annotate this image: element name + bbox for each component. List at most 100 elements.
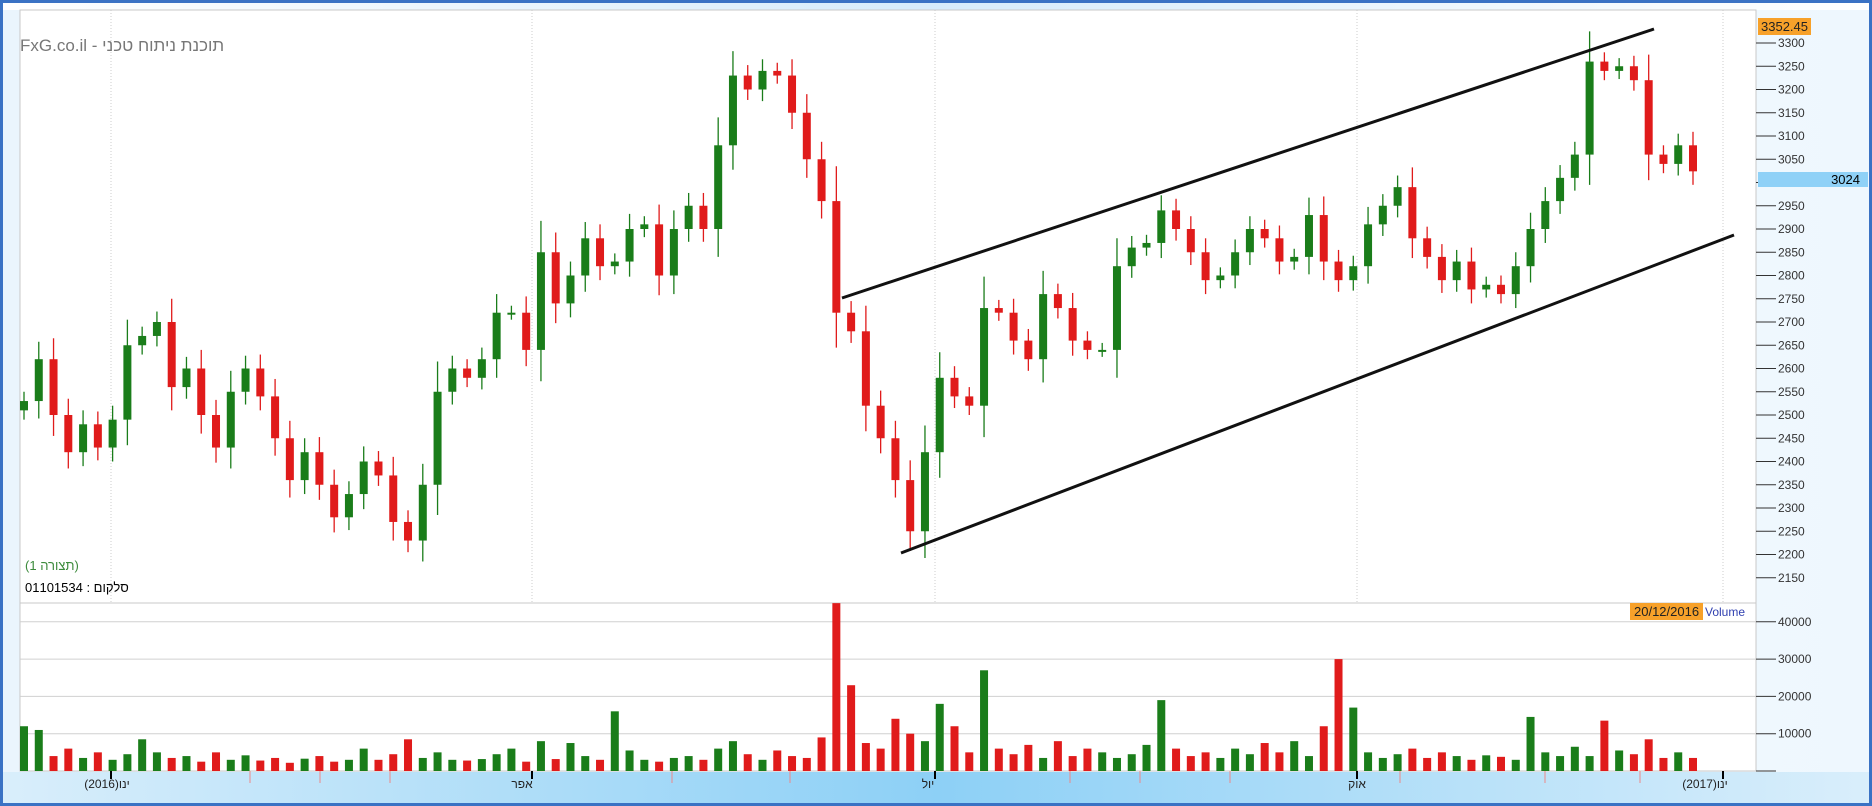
candle-body <box>1260 229 1269 239</box>
volume-bar <box>743 754 752 771</box>
volume-bar <box>389 754 398 771</box>
candle-body <box>241 368 250 392</box>
volume-bar <box>197 761 206 771</box>
volume-bar <box>1231 748 1240 771</box>
volume-bar <box>1437 752 1446 771</box>
candle-body <box>950 377 959 397</box>
candle-body <box>1629 66 1638 81</box>
candle-body <box>994 308 1003 313</box>
volume-bar <box>1098 752 1107 771</box>
price-tick-label: 2500 <box>1778 408 1805 422</box>
volume-bar <box>1172 748 1181 771</box>
candle-body <box>655 224 664 276</box>
candle-body <box>404 521 413 541</box>
candle-body <box>374 461 383 476</box>
candle-body <box>1644 80 1653 155</box>
volume-bar <box>1009 754 1018 771</box>
volume-bar <box>49 756 58 771</box>
candle-body <box>758 70 767 90</box>
candle-body <box>1615 66 1624 71</box>
candle-body <box>1467 261 1476 290</box>
price-tick-label: 2450 <box>1778 431 1805 445</box>
volume-bar <box>1290 741 1299 771</box>
high-price-marker: 3352.45 <box>1758 18 1811 35</box>
volume-bar <box>1393 754 1402 771</box>
volume-bar <box>108 759 117 771</box>
price-tick-label: 3150 <box>1778 106 1805 120</box>
volume-bar <box>256 760 265 771</box>
candle-body <box>1511 266 1520 295</box>
candle-body <box>226 391 235 448</box>
volume-bar <box>315 756 324 771</box>
window-top-bar <box>3 3 1869 10</box>
price-tick-label: 2150 <box>1778 571 1805 585</box>
candle-body <box>389 475 398 522</box>
volume-bar <box>891 718 900 771</box>
candle-body <box>669 229 678 276</box>
volume-bar <box>1689 757 1697 771</box>
volume-bar <box>1467 759 1476 771</box>
price-tick-label: 2350 <box>1778 478 1805 492</box>
volume-bar <box>1083 748 1092 771</box>
volume-bar <box>876 748 885 771</box>
candle-body <box>1600 61 1609 71</box>
price-tick-label: 2600 <box>1778 362 1805 376</box>
volume-bar <box>1142 744 1151 771</box>
candle-body <box>1127 247 1136 267</box>
volume-bar <box>566 743 575 771</box>
volume-bar <box>34 729 43 771</box>
volume-bar <box>610 711 619 771</box>
candle-body <box>1039 294 1048 360</box>
volume-bar <box>965 752 974 771</box>
volume-bar <box>167 757 176 771</box>
candle-body <box>1585 61 1594 155</box>
volume-bar <box>1674 752 1683 771</box>
volume-bar <box>138 739 147 771</box>
volume-bar <box>1600 720 1609 771</box>
channel-lower-trendline <box>900 233 1735 555</box>
volume-bar <box>980 670 989 771</box>
volume-bar <box>418 757 427 771</box>
candle-body <box>743 75 752 90</box>
volume-bar <box>1068 756 1077 771</box>
candle-body <box>433 391 442 485</box>
volume-bar <box>1511 759 1520 771</box>
price-tick-label: 2200 <box>1778 548 1805 562</box>
price-tick-label: 2900 <box>1778 222 1805 236</box>
candle-body <box>256 368 265 397</box>
volume-bar <box>300 758 309 771</box>
volume-bar <box>1053 741 1062 771</box>
channel-upper-trendline <box>841 27 1655 300</box>
date-tick-label: אוק <box>1348 777 1366 791</box>
candle-body <box>285 438 294 481</box>
candle-body <box>1349 266 1358 281</box>
candle-body <box>123 345 132 420</box>
price-tick-label: 2950 <box>1778 199 1805 213</box>
candle-body <box>34 359 43 402</box>
volume-bar <box>758 759 767 771</box>
volume-bar <box>79 757 88 771</box>
volume-tick-label: 10000 <box>1778 727 1812 741</box>
volume-bar <box>1304 756 1313 771</box>
volume-bar <box>1526 716 1535 771</box>
date-tick-label: יול <box>922 777 935 791</box>
volume-bar <box>551 759 560 771</box>
volume-bar <box>1615 750 1624 771</box>
candle-body <box>1172 210 1181 229</box>
volume-bar <box>536 741 545 771</box>
volume-bar <box>1275 752 1284 771</box>
current-price-marker: 3024 <box>1758 172 1868 187</box>
date-tick-label: ינו(2016) <box>84 777 130 791</box>
volume-bar <box>802 757 811 771</box>
volume-bar <box>773 750 782 771</box>
candle-body <box>1009 312 1018 341</box>
volume-bar <box>241 755 250 771</box>
candle-body <box>315 452 324 485</box>
candle-body <box>271 396 280 439</box>
volume-bar <box>344 759 353 771</box>
candle-body <box>507 312 516 315</box>
volume-bar <box>1496 756 1505 771</box>
candle-body <box>1098 349 1107 352</box>
candle-body <box>935 377 944 453</box>
